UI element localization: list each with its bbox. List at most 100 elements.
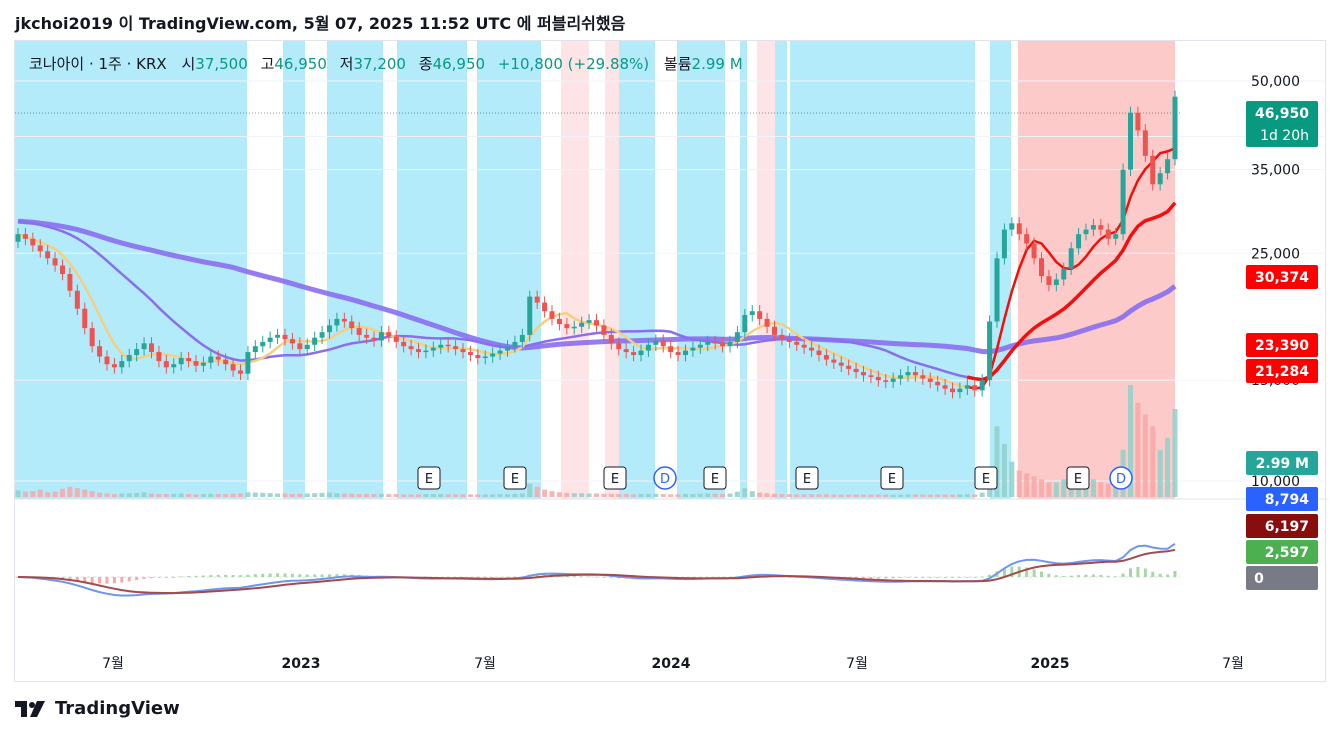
candle[interactable] <box>178 358 184 365</box>
candle[interactable] <box>364 334 370 338</box>
candle[interactable] <box>994 258 1000 322</box>
candle[interactable] <box>111 364 117 368</box>
candle[interactable] <box>1157 173 1163 185</box>
earnings-marker[interactable]: E <box>611 472 619 487</box>
candle[interactable] <box>1120 169 1126 235</box>
candle[interactable] <box>223 359 229 365</box>
candle[interactable] <box>319 332 325 338</box>
tradingview-logo[interactable]: TradingView <box>15 698 180 719</box>
candle[interactable] <box>920 375 926 379</box>
candle[interactable] <box>275 334 281 338</box>
candle[interactable] <box>645 344 651 351</box>
candle[interactable] <box>772 326 777 335</box>
candle[interactable] <box>267 337 273 342</box>
earnings-marker[interactable]: E <box>425 472 433 487</box>
candle[interactable] <box>22 234 28 239</box>
candle[interactable] <box>786 339 792 342</box>
candle[interactable] <box>823 355 829 360</box>
candle[interactable] <box>297 343 303 350</box>
candle[interactable] <box>979 380 985 391</box>
candle[interactable] <box>749 311 755 316</box>
candle[interactable] <box>794 341 800 345</box>
candle[interactable] <box>675 352 681 356</box>
candle[interactable] <box>349 321 355 329</box>
candle[interactable] <box>549 311 555 319</box>
candle[interactable] <box>734 332 740 342</box>
candle[interactable] <box>853 368 859 373</box>
candle[interactable] <box>67 273 73 291</box>
dividend-marker[interactable]: D <box>1116 472 1126 487</box>
candle[interactable] <box>15 234 21 242</box>
earnings-marker[interactable]: E <box>982 472 990 487</box>
candle[interactable] <box>809 347 815 351</box>
earnings-marker-bg[interactable] <box>417 466 441 490</box>
candle[interactable] <box>30 238 36 246</box>
candle[interactable] <box>638 350 644 356</box>
candle[interactable] <box>1135 112 1141 131</box>
earnings-marker-bg[interactable] <box>1066 466 1090 490</box>
candle[interactable] <box>490 353 496 357</box>
candle[interactable] <box>861 372 866 376</box>
candle[interactable] <box>238 370 243 374</box>
candle[interactable] <box>104 356 110 365</box>
candle[interactable] <box>927 378 933 382</box>
candle[interactable] <box>935 381 941 386</box>
candle[interactable] <box>875 376 881 381</box>
candle[interactable] <box>252 346 258 353</box>
candle[interactable] <box>594 320 599 326</box>
candle[interactable] <box>89 328 95 347</box>
candle[interactable] <box>1001 229 1007 259</box>
candle[interactable] <box>193 361 199 366</box>
candle[interactable] <box>519 334 525 342</box>
candle[interactable] <box>215 356 221 360</box>
candle[interactable] <box>534 296 540 303</box>
candle[interactable] <box>972 385 978 391</box>
candle[interactable] <box>957 388 963 393</box>
candle[interactable] <box>653 340 659 345</box>
candle[interactable] <box>1128 112 1133 170</box>
candle[interactable] <box>401 341 407 347</box>
candle[interactable] <box>74 290 80 309</box>
candle[interactable] <box>312 337 318 345</box>
earnings-marker-bg[interactable] <box>880 466 904 490</box>
candle[interactable] <box>497 350 503 354</box>
candle[interactable] <box>564 324 570 329</box>
candle[interactable] <box>1172 96 1178 160</box>
candle[interactable] <box>942 385 948 389</box>
candle[interactable] <box>386 332 392 337</box>
candle[interactable] <box>1076 234 1082 249</box>
candle[interactable] <box>1016 223 1022 235</box>
candle[interactable] <box>987 321 993 381</box>
earnings-marker[interactable]: E <box>803 472 811 487</box>
candle[interactable] <box>230 364 236 371</box>
candle[interactable] <box>475 355 481 359</box>
candle[interactable] <box>1083 229 1089 235</box>
candle[interactable] <box>423 350 429 353</box>
candle[interactable] <box>245 352 251 374</box>
candle[interactable] <box>631 352 637 356</box>
candle[interactable] <box>304 344 310 350</box>
candle[interactable] <box>527 296 533 335</box>
earnings-marker-bg[interactable] <box>974 466 998 490</box>
candle[interactable] <box>697 344 703 348</box>
earnings-marker[interactable]: E <box>1074 472 1082 487</box>
earnings-marker-bg[interactable] <box>503 466 527 490</box>
candle[interactable] <box>126 355 132 362</box>
candle[interactable] <box>52 258 58 266</box>
dividend-marker[interactable]: D <box>660 472 670 487</box>
candle[interactable] <box>171 364 177 368</box>
candle[interactable] <box>445 344 451 347</box>
candle[interactable] <box>690 347 696 351</box>
candle[interactable] <box>460 349 466 353</box>
candle[interactable] <box>334 318 340 326</box>
candle[interactable] <box>579 322 585 327</box>
candle[interactable] <box>289 339 295 344</box>
earnings-marker-bg[interactable] <box>603 466 627 490</box>
candle[interactable] <box>438 344 444 348</box>
candle[interactable] <box>890 378 896 382</box>
candle[interactable] <box>623 349 629 353</box>
candle[interactable] <box>186 358 192 362</box>
candle[interactable] <box>838 362 844 366</box>
candle[interactable] <box>453 346 459 350</box>
candle[interactable] <box>556 318 562 325</box>
